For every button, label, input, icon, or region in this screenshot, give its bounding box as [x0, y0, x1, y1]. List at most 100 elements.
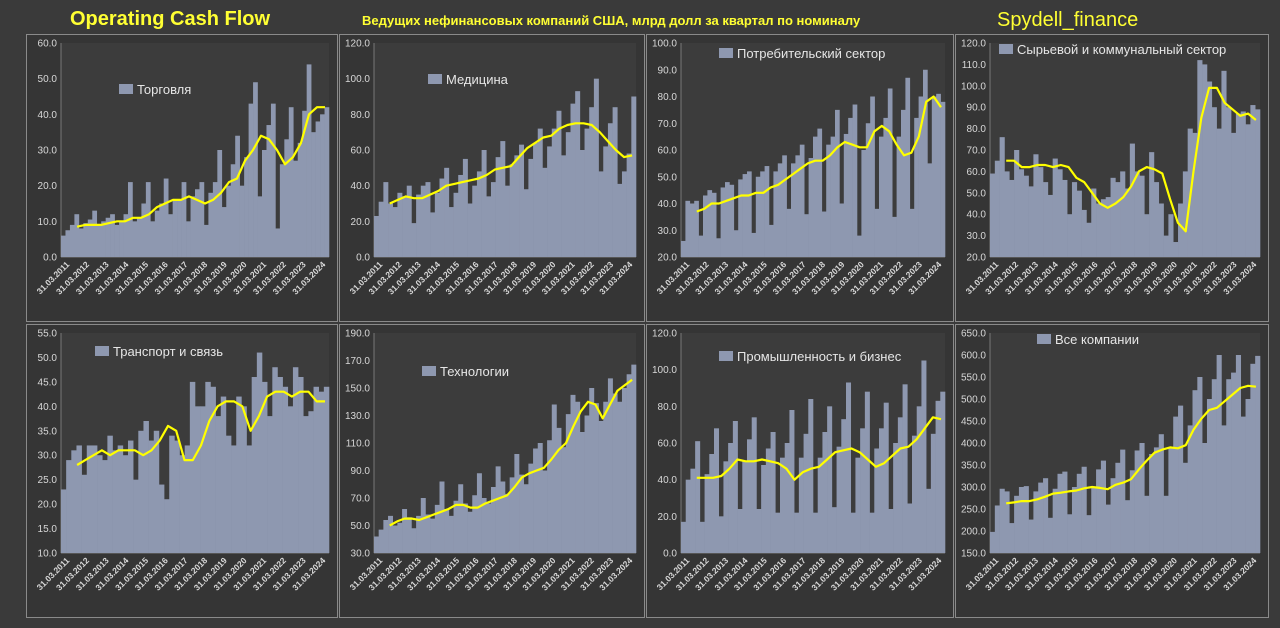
y-tick-label: 100.0: [652, 39, 677, 50]
bar: [940, 391, 946, 553]
legend-swatch: [119, 84, 133, 94]
bar: [153, 430, 160, 553]
bar: [1255, 109, 1261, 257]
bar: [694, 200, 699, 257]
bar: [857, 235, 862, 257]
chart-panel: 0.0 10.0 20.0 30.0 40.0 50.0 60.0 31.03.2011 31.…: [26, 34, 338, 322]
bar: [262, 150, 267, 257]
bar: [181, 182, 187, 257]
bar: [453, 500, 459, 553]
bar: [107, 435, 113, 553]
bar: [994, 160, 1000, 257]
bar: [1009, 179, 1015, 257]
y-tick-label: 650.0: [961, 329, 986, 340]
bar: [711, 192, 717, 257]
y-tick-label: 50.0: [38, 353, 58, 364]
y-tick-label: 25.0: [38, 475, 58, 486]
bar: [999, 488, 1005, 553]
bar: [132, 221, 138, 257]
bar: [621, 388, 627, 553]
y-tick-label: 15.0: [38, 524, 58, 535]
y-tick-label: 20.0: [967, 253, 987, 264]
y-tick-label: 10.0: [38, 549, 58, 560]
series-line: [1006, 86, 1257, 233]
bar: [179, 455, 185, 553]
bar: [251, 377, 258, 553]
bar: [523, 484, 529, 553]
bar: [270, 103, 276, 257]
bar: [542, 167, 548, 257]
bar: [782, 155, 787, 257]
bar: [1062, 179, 1068, 257]
series-line: [389, 122, 633, 205]
bar: [764, 166, 770, 257]
bar: [751, 232, 757, 257]
bar: [1158, 203, 1164, 257]
series-line: [696, 95, 942, 213]
bar: [914, 117, 919, 258]
bar: [1100, 460, 1107, 553]
y-tick-label: 300.0: [961, 483, 986, 494]
bar: [916, 406, 922, 553]
bar: [486, 503, 492, 553]
bar: [439, 178, 445, 257]
bar: [83, 223, 89, 257]
bar: [755, 176, 761, 257]
bar: [416, 194, 422, 257]
bar: [874, 448, 880, 553]
bar: [703, 195, 708, 257]
bar: [119, 221, 124, 257]
bar: [141, 203, 147, 257]
bar: [287, 406, 294, 553]
bar: [383, 182, 389, 257]
legend-label: Транспорт и связь: [113, 344, 223, 359]
bar: [883, 402, 889, 553]
bar: [879, 136, 884, 257]
y-tick-label: 80.0: [351, 110, 371, 121]
y-tick-label: 45.0: [38, 377, 58, 388]
series-line: [389, 378, 633, 527]
bar: [926, 488, 932, 553]
bar: [852, 104, 858, 258]
bar: [720, 187, 726, 257]
series-line: [696, 416, 942, 481]
bar: [751, 417, 757, 553]
bar: [248, 103, 254, 257]
bar: [773, 171, 779, 257]
legend-swatch: [999, 44, 1013, 54]
bar: [784, 443, 790, 553]
bar: [184, 445, 191, 553]
y-tick-label: 120.0: [652, 329, 677, 340]
bar: [631, 364, 637, 553]
chart-panel: 30.0 50.0 70.0 90.0 110.0 130.0 150.0 170.0 190.…: [339, 324, 645, 618]
bar: [221, 207, 227, 257]
bar: [313, 386, 319, 553]
bar: [626, 153, 632, 257]
bar: [225, 435, 232, 553]
bar: [869, 512, 875, 553]
bar: [533, 448, 539, 553]
bar: [1206, 399, 1213, 553]
bar: [1245, 124, 1251, 257]
bar: [1091, 188, 1097, 257]
bar: [1125, 188, 1131, 257]
bar: [257, 196, 263, 257]
bar: [1139, 443, 1145, 553]
bar: [841, 419, 847, 553]
bar: [1197, 377, 1203, 553]
bar: [1250, 363, 1256, 553]
y-tick-label: 80.0: [658, 402, 678, 413]
series-line: [76, 106, 325, 228]
bar: [292, 367, 299, 553]
bar: [617, 401, 623, 553]
bar: [561, 155, 567, 257]
bar: [1086, 222, 1092, 257]
bar: [306, 64, 312, 258]
chart-panel: 20.0 30.0 40.0 50.0 60.0 70.0 80.0 90.0 100.0 110…: [955, 34, 1269, 322]
bar: [737, 509, 743, 553]
y-tick-label: 20.0: [351, 217, 371, 228]
bar: [110, 214, 115, 257]
bar: [1226, 107, 1232, 257]
y-tick-label: 30.0: [38, 146, 58, 157]
bar: [284, 139, 290, 257]
